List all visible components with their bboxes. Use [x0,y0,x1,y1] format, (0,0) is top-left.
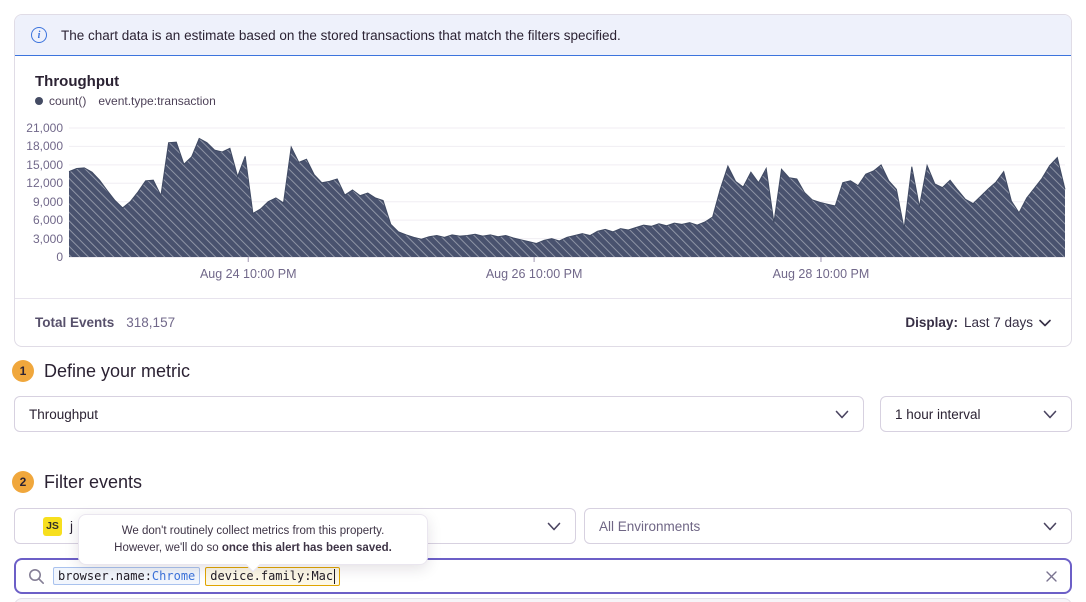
section-filter-events: 2 Filter events [12,471,142,493]
total-events-label: Total Events [35,315,115,330]
display-range-dropdown[interactable]: Display: Last 7 days [905,315,1051,330]
metric-collection-tooltip: We don't routinely collect metrics from … [78,514,428,566]
token-value: Chrome [151,569,196,583]
chart-panel-footer: Total Events 318,157 Display: Last 7 day… [15,298,1071,346]
chevron-down-icon [835,410,849,418]
search-icon [29,568,44,584]
y-tick-label: 21,000 [26,121,63,135]
chevron-down-icon [547,522,561,530]
metric-select-value: Throughput [29,406,99,422]
environment-select[interactable]: All Environments [584,508,1072,544]
y-tick-label: 0 [56,250,63,264]
info-icon: i [31,27,47,43]
search-token-browser-name[interactable]: browser.name: Chrome [53,567,201,585]
text-cursor [334,568,336,584]
legend-metric: count() [49,94,87,108]
tooltip-line2-bold: once this alert has been saved. [221,541,392,554]
x-tick-label: Aug 28 10:00 PM [772,267,870,281]
metric-select[interactable]: Throughput [14,396,864,432]
interval-select-value: 1 hour interval [895,406,981,422]
tooltip-line1: We don't routinely collect metrics from … [121,525,385,537]
step-2-badge: 2 [12,471,34,493]
section-define-metric: 1 Define your metric [12,360,190,382]
search-token-list[interactable]: browser.name: Chrome device.family: Mac [53,566,1037,586]
info-banner: i The chart data is an estimate based on… [15,15,1071,56]
series-dot-icon [35,97,43,105]
display-value: Last 7 days [963,315,1033,330]
interval-select[interactable]: 1 hour interval [880,396,1072,432]
javascript-platform-icon: JS [43,516,62,536]
tooltip-line2: However, we'll do so [114,541,222,554]
close-icon [1046,570,1057,582]
y-tick-label: 9,000 [32,194,63,209]
x-tick-label: Aug 26 10:00 PM [485,267,583,281]
display-label: Display: [905,315,958,330]
token-key: device.family: [210,569,312,583]
define-metric-title: Define your metric [44,360,191,381]
clear-search-button[interactable] [1045,570,1058,583]
chart-title: Throughput [35,73,120,90]
filter-events-title: Filter events [44,471,143,492]
x-axis-labels: Aug 24 10:00 PM Aug 26 10:00 PM Aug 28 10:… [69,267,1065,283]
legend-filter: event.type:transaction [98,94,216,108]
chevron-down-icon [1043,410,1057,418]
y-tick-label: 12,000 [26,176,63,191]
token-key: browser.name: [58,569,152,583]
environment-select-value: All Environments [599,518,701,534]
next-panel-edge [14,598,1072,602]
token-value: Mac [311,569,334,583]
chevron-down-icon [1039,319,1051,326]
search-token-device-family[interactable]: device.family: Mac [205,566,341,586]
chevron-down-icon [1043,522,1057,530]
chart-panel: i The chart data is an estimate based on… [14,14,1072,347]
throughput-area-chart[interactable] [68,127,1066,262]
project-select-value: j [70,518,73,534]
total-events-value: 318,157 [126,315,176,330]
x-tick-label: Aug 24 10:00 PM [199,267,297,281]
y-tick-label: 18,000 [26,139,63,154]
y-tick-label: 15,000 [26,157,63,172]
y-tick-label: 3,000 [32,231,63,246]
total-events: Total Events 318,157 [35,315,175,330]
step-1-badge: 1 [12,360,34,382]
y-tick-label: 6,000 [32,213,63,228]
chart-legend: count() event.type:transaction [35,94,216,108]
info-banner-text: The chart data is an estimate based on t… [61,27,621,43]
